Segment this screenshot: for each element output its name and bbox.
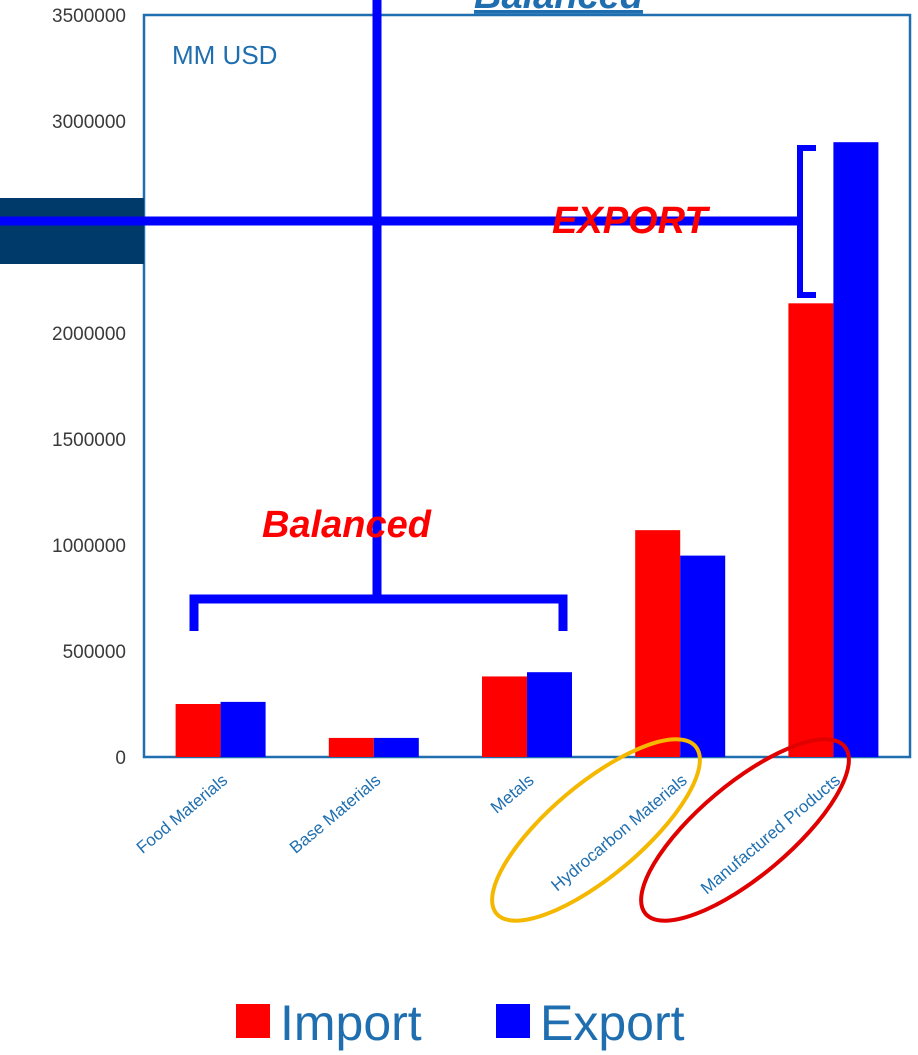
y-tick-label: 3500000: [52, 6, 126, 27]
balanced-annotation: Balanced: [262, 504, 432, 546]
bar-export: [680, 555, 726, 757]
y-tick-label: 0: [115, 748, 126, 769]
x-tick-label: Food Materials: [133, 771, 231, 858]
export-bracket: [797, 145, 816, 298]
bar-import: [788, 303, 834, 757]
legend-import-swatch: [236, 1004, 270, 1038]
y-tick-label: 1500000: [52, 430, 126, 451]
x-tick-label: Hydrocarbon Materials: [548, 771, 691, 895]
plot-area: [142, 13, 912, 759]
bar-import: [175, 704, 221, 757]
y-tick-label: 3000000: [52, 112, 126, 133]
hydrocarbon-highlight-ellipse: [490, 737, 702, 923]
y-tick-label: 500000: [63, 642, 126, 663]
x-axis-labels: Food Materials Base Materials Metals Hydroc…: [133, 771, 844, 899]
x-tick-label: Metals: [487, 771, 538, 818]
bar-export: [527, 672, 572, 757]
legend-import-label: Import: [280, 995, 422, 1051]
y-tick-label: 1000000: [52, 536, 126, 557]
bar-export: [220, 701, 266, 757]
bar-import: [328, 737, 374, 757]
top-partial-annotation: Balanced: [474, 0, 644, 17]
legend-export-swatch: [496, 1004, 530, 1038]
bar-export: [373, 737, 419, 757]
export-annotation: EXPORT: [552, 200, 710, 242]
x-tick-label: Base Materials: [286, 771, 384, 858]
bars: [175, 142, 879, 757]
legend-export-label: Export: [540, 995, 685, 1051]
tick-cover-box: [0, 198, 144, 264]
bar-import: [482, 676, 527, 757]
bar-export: [833, 142, 879, 757]
y-tick-label: 2000000: [52, 324, 126, 345]
legend: Import Export: [236, 995, 685, 1051]
bar-import: [635, 530, 681, 757]
y-axis-ticks: 0500000100000015000002000000250000030000…: [52, 6, 126, 769]
balanced-bracket: [189, 594, 568, 631]
manufactured-highlight-ellipse: [639, 737, 851, 923]
unit-label: MM USD: [172, 40, 277, 70]
